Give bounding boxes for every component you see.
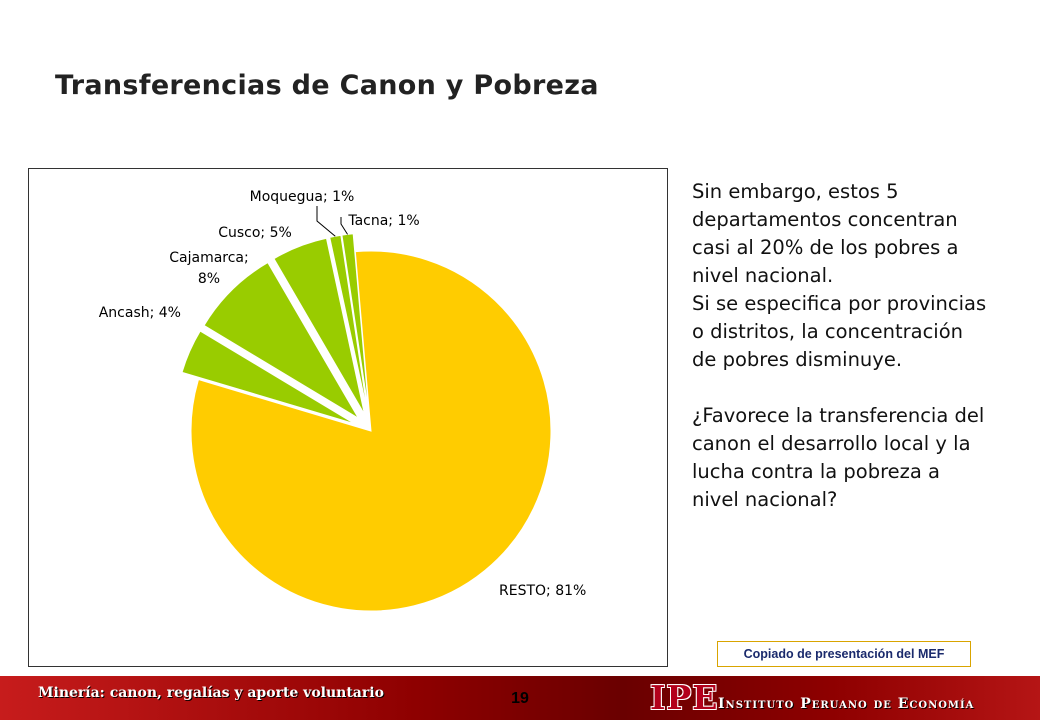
pie-slice-resto (190, 250, 552, 612)
side-commentary: Sin embargo, estos 5 departamentos conce… (692, 178, 992, 514)
pie-slice-tacna (341, 233, 370, 414)
slice-label-tacna: Tacna; 1% (347, 213, 419, 229)
leader-line-tacna (340, 217, 348, 235)
pie-slice-cusco (273, 237, 365, 415)
ipe-logo: IPE (650, 678, 719, 717)
commentary-paragraph-1: Sin embargo, estos 5 departamentos conce… (692, 180, 959, 287)
pie-chart-frame: RESTO; 81% Ancash; 4% Cajamarca; 8% Cusco; 5… (28, 168, 668, 667)
leader-lines (316, 206, 348, 237)
leader-line-moquegua (316, 206, 336, 237)
footer-presentation-title: Minería: canon, regalías y aporte volunt… (38, 685, 384, 701)
page-number: 19 (511, 690, 529, 707)
source-note: Copiado de presentación del MEF (717, 641, 971, 667)
slice-label-resto: RESTO; 81% (499, 583, 586, 599)
slice-label-ancash: Ancash; 4% (99, 305, 181, 321)
slide-title: Transferencias de Canon y Pobreza (55, 70, 599, 101)
commentary-question: ¿Favorece la transferencia del canon el … (692, 404, 985, 511)
pie-chart: RESTO; 81% Ancash; 4% Cajamarca; 8% Cusco; 5… (99, 189, 587, 612)
footer-bar: Minería: canon, regalías y aporte volunt… (0, 676, 1040, 720)
slice-label-cajamarca: Cajamarca; 8% (169, 250, 248, 287)
institute-name: Instituto Peruano de Economía (718, 696, 975, 712)
paragraph-gap (692, 374, 992, 402)
slice-label-moquegua: Moquegua; 1% (250, 189, 355, 205)
slice-labels: RESTO; 81% Ancash; 4% Cajamarca; 8% Cusco; 5… (99, 189, 587, 599)
slice-label-cusco: Cusco; 5% (218, 225, 292, 241)
pie-slice-ancash (181, 330, 355, 425)
pie-slice-cajamarca (203, 261, 359, 419)
commentary-paragraph-2: Si se especifica por provincias o distri… (692, 292, 987, 371)
pie-slices (181, 233, 552, 612)
